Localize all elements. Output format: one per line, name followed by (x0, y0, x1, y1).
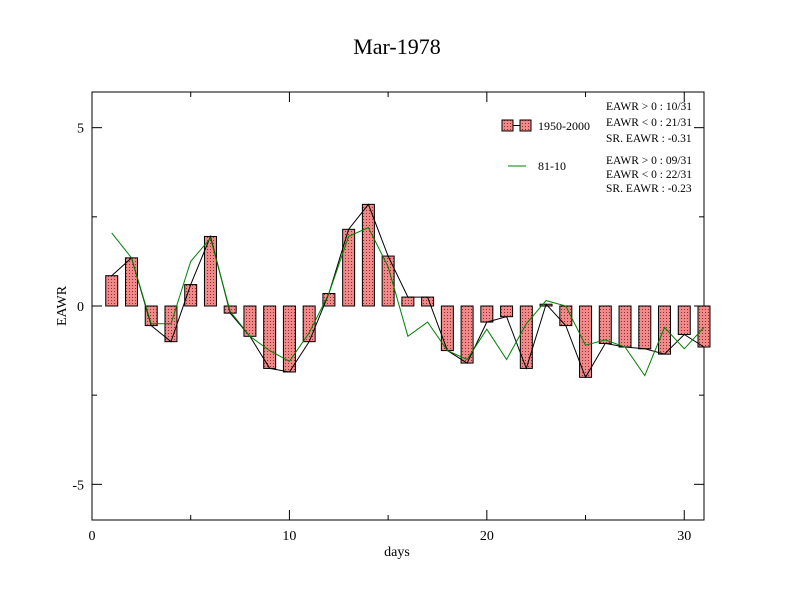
y-axis-label: EAWR (55, 285, 70, 326)
series-lines (111, 203, 705, 379)
x-tick-label-30: 30 (677, 529, 691, 544)
bar-day-9 (263, 305, 277, 369)
x-tick-label-20: 20 (480, 529, 494, 544)
stat-p1-negative: EAWR < 0 : 21/31 (606, 117, 692, 129)
legend: 1950-2000 81-10 (501, 119, 590, 173)
legend-label-1950-2000: 1950-2000 (538, 119, 590, 133)
bar-day-30 (677, 305, 691, 336)
legend-swatch-1950-2000-right (519, 119, 532, 132)
y-tick-label-5: 5 (77, 122, 84, 137)
bar-day-31 (697, 305, 711, 348)
bar-day-20 (480, 305, 494, 323)
y-tick-label--5: -5 (72, 478, 84, 493)
bar-day-26 (598, 305, 612, 344)
x-axis-label: days (384, 545, 410, 560)
bar-day-21 (500, 305, 514, 318)
bars-1950-2000 (105, 203, 711, 378)
stat-p1-positive: EAWR > 0 : 10/31 (606, 101, 692, 113)
axis-ticks: 0 10 20 30 5 0 -5 (72, 92, 704, 544)
stat-p2-negative: EAWR < 0 : 22/31 (606, 169, 692, 181)
bar-day-27 (618, 305, 632, 348)
chart-title: Mar-1978 (353, 34, 441, 59)
y-tick-label-0: 0 (77, 300, 84, 315)
bar-day-10 (282, 305, 296, 373)
legend-label-81-10: 81-10 (538, 159, 566, 173)
bar-day-13 (342, 228, 356, 307)
line-81-10 (111, 226, 705, 377)
stat-p1-sr: SR. EAWR : -0.31 (606, 133, 692, 145)
bar-day-24 (559, 305, 573, 327)
bar-day-1 (105, 275, 119, 307)
bar-day-14 (361, 203, 375, 307)
stat-p2-sr: SR. EAWR : -0.23 (606, 183, 692, 195)
line-1950-2000 (111, 203, 705, 379)
bar-day-29 (658, 305, 672, 355)
bar-day-28 (638, 305, 652, 350)
bar-day-16 (401, 296, 415, 307)
bar-day-2 (124, 257, 138, 307)
legend-swatch-1950-2000-left (501, 119, 514, 132)
stat-p2-positive: EAWR > 0 : 09/31 (606, 155, 692, 167)
bar-day-22 (519, 305, 533, 369)
x-tick-label-10: 10 (282, 529, 296, 544)
stats-block: EAWR > 0 : 10/31 EAWR < 0 : 21/31 SR. EA… (606, 101, 692, 195)
x-tick-label-0: 0 (89, 529, 96, 544)
